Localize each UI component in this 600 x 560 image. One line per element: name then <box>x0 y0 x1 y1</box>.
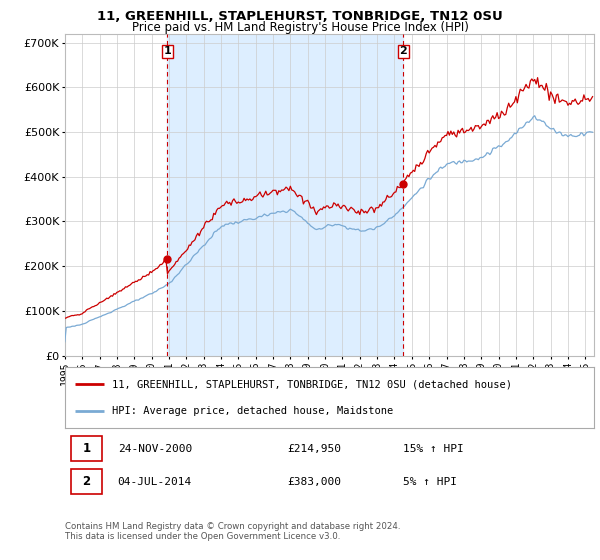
Text: 1: 1 <box>82 442 91 455</box>
Text: 5% ↑ HPI: 5% ↑ HPI <box>403 477 457 487</box>
Text: 2: 2 <box>82 475 91 488</box>
FancyBboxPatch shape <box>71 436 102 461</box>
Bar <box>167 34 403 356</box>
Text: HPI: Average price, detached house, Maidstone: HPI: Average price, detached house, Maid… <box>112 406 394 416</box>
Text: Contains HM Land Registry data © Crown copyright and database right 2024.
This d: Contains HM Land Registry data © Crown c… <box>65 522 400 542</box>
Text: Price paid vs. HM Land Registry's House Price Index (HPI): Price paid vs. HM Land Registry's House … <box>131 21 469 34</box>
Text: 1: 1 <box>163 46 171 57</box>
Text: 2: 2 <box>399 46 407 57</box>
Text: 24-NOV-2000: 24-NOV-2000 <box>118 444 192 454</box>
Text: 15% ↑ HPI: 15% ↑ HPI <box>403 444 464 454</box>
FancyBboxPatch shape <box>71 469 102 494</box>
Text: £383,000: £383,000 <box>287 477 341 487</box>
Text: 11, GREENHILL, STAPLEHURST, TONBRIDGE, TN12 0SU: 11, GREENHILL, STAPLEHURST, TONBRIDGE, T… <box>97 10 503 22</box>
Text: 04-JUL-2014: 04-JUL-2014 <box>118 477 192 487</box>
Text: 11, GREENHILL, STAPLEHURST, TONBRIDGE, TN12 0SU (detached house): 11, GREENHILL, STAPLEHURST, TONBRIDGE, T… <box>112 379 512 389</box>
Text: £214,950: £214,950 <box>287 444 341 454</box>
